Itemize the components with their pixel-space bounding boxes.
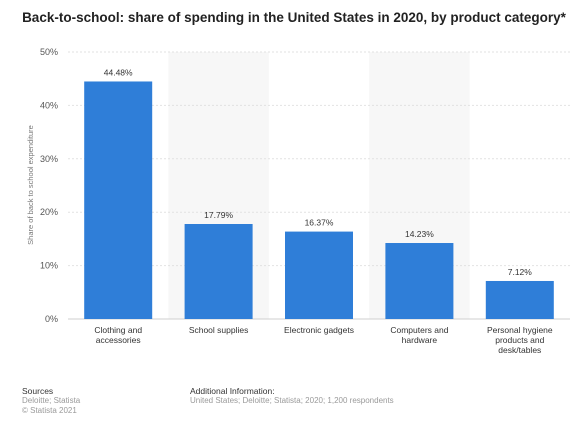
value-label: 17.79% bbox=[204, 210, 233, 220]
sources-block: Sources Deloitte; Statista © Statista 20… bbox=[22, 386, 80, 416]
bar-chart: 0% 10% 20% 30% 40% 50% 44.48% 17.79% 16.37% 14.2… bbox=[26, 47, 570, 355]
chart-title: Back-to-school: share of spending in the… bbox=[22, 10, 566, 25]
bar bbox=[84, 81, 153, 319]
sources-line-2: © Statista 2021 bbox=[22, 406, 77, 415]
sources-heading: Sources bbox=[22, 386, 54, 396]
bar bbox=[285, 231, 353, 319]
category-label: Clothing and accessories bbox=[94, 325, 142, 345]
category-label: Computers and hardware bbox=[390, 325, 448, 345]
additional-info-heading: Additional Information: bbox=[190, 386, 275, 396]
sources-line-1: Deloitte; Statista bbox=[22, 396, 81, 405]
bar bbox=[485, 280, 554, 319]
x-axis-labels: Clothing and accessories School supplies El… bbox=[94, 325, 553, 355]
y-tick-label: 0% bbox=[45, 314, 58, 324]
y-axis-ticks: 0% 10% 20% 30% 40% 50% bbox=[40, 47, 58, 324]
y-tick-label: 20% bbox=[40, 207, 58, 217]
y-tick-label: 10% bbox=[40, 261, 58, 271]
value-label: 16.37% bbox=[305, 218, 334, 228]
additional-info-block: Additional Information: United States; D… bbox=[190, 386, 394, 406]
additional-info-text: United States; Deloitte; Statista; 2020;… bbox=[190, 396, 394, 405]
value-labels: 44.48% 17.79% 16.37% 14.23% 7.12% bbox=[104, 67, 533, 277]
value-label: 7.12% bbox=[508, 267, 533, 277]
bar bbox=[385, 243, 454, 319]
value-label: 14.23% bbox=[405, 229, 434, 239]
category-label: Electronic gadgets bbox=[284, 325, 354, 335]
bars bbox=[84, 81, 554, 319]
value-label: 44.48% bbox=[104, 67, 133, 77]
bar bbox=[184, 224, 253, 319]
y-tick-label: 50% bbox=[40, 47, 58, 57]
y-axis-label: Share of back to school expenditure bbox=[26, 125, 35, 245]
y-tick-label: 40% bbox=[40, 100, 58, 110]
y-tick-label: 30% bbox=[40, 154, 58, 164]
category-label: School supplies bbox=[189, 325, 249, 335]
category-label: Personal hygiene products and desk/tables bbox=[487, 325, 553, 355]
